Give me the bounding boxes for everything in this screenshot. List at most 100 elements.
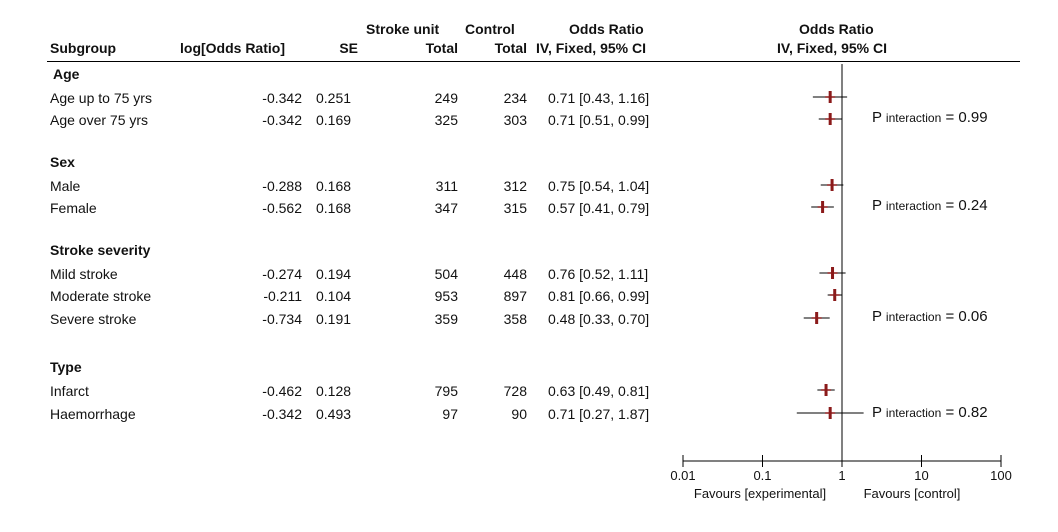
row-control-total: 312 bbox=[503, 178, 527, 194]
row-se: 0.128 bbox=[316, 383, 352, 399]
row-control-total: 728 bbox=[503, 383, 527, 399]
header-subgroup: Subgroup bbox=[50, 40, 117, 56]
point-estimate-bar bbox=[825, 118, 836, 120]
p-label: P bbox=[872, 197, 882, 214]
row-stroke-unit-total: 249 bbox=[434, 90, 458, 106]
p-label: P bbox=[872, 308, 882, 325]
row-control-total: 234 bbox=[503, 90, 527, 106]
x-label-right: Favours [control] bbox=[864, 486, 961, 501]
row-label: Mild stroke bbox=[50, 266, 118, 282]
row-se: 0.251 bbox=[316, 90, 352, 106]
header-log-or: log[Odds Ratio] bbox=[180, 40, 285, 56]
p-sub: interaction bbox=[885, 406, 942, 420]
x-label-left: Favours [experimental] bbox=[694, 486, 826, 501]
row-ci-text: 0.71 [0.51, 0.99] bbox=[548, 112, 650, 128]
row-log-or: -0.562 bbox=[262, 200, 302, 216]
group-label-sex: Sex bbox=[50, 154, 75, 170]
point-estimate-bar bbox=[827, 184, 838, 186]
p-interaction-sex: P interaction = 0.24 bbox=[872, 198, 988, 213]
row-stroke-unit-total: 325 bbox=[434, 112, 458, 128]
point-estimate-bar bbox=[811, 317, 822, 319]
row-label: Haemorrhage bbox=[50, 406, 136, 422]
row-log-or: -0.274 bbox=[262, 266, 302, 282]
row-se: 0.168 bbox=[316, 178, 352, 194]
point-estimate-bar bbox=[825, 412, 836, 414]
header-plot-odds-ratio: Odds Ratio bbox=[799, 21, 874, 37]
header-or-method: IV, Fixed, 95% CI bbox=[536, 40, 646, 56]
row-stroke-unit-total: 359 bbox=[434, 311, 458, 327]
x-tick-label: 100 bbox=[990, 468, 1012, 483]
row-label: Age over 75 yrs bbox=[50, 112, 149, 128]
row-log-or: -0.211 bbox=[263, 288, 302, 304]
row-se: 0.168 bbox=[316, 200, 352, 216]
header-control: Control bbox=[465, 21, 515, 37]
p-sub: interaction bbox=[885, 111, 942, 125]
header-stroke-unit: Stroke unit bbox=[366, 21, 440, 37]
p-value: = 0.06 bbox=[941, 308, 988, 325]
x-tick-label: 0.1 bbox=[753, 468, 771, 483]
row-ci-text: 0.71 [0.43, 1.16] bbox=[548, 90, 650, 106]
header-plot-method: IV, Fixed, 95% CI bbox=[777, 40, 887, 56]
row-label: Severe stroke bbox=[50, 311, 137, 327]
p-sub: interaction bbox=[885, 310, 942, 324]
point-estimate-bar bbox=[827, 272, 838, 274]
row-se: 0.169 bbox=[316, 112, 352, 128]
row-se: 0.194 bbox=[316, 266, 352, 282]
row-se: 0.191 bbox=[316, 311, 352, 327]
row-control-total: 448 bbox=[503, 266, 527, 282]
row-log-or: -0.462 bbox=[262, 383, 302, 399]
row-stroke-unit-total: 504 bbox=[434, 266, 458, 282]
group-label-stroke-severity: Stroke severity bbox=[50, 242, 151, 258]
row-se: 0.104 bbox=[316, 288, 352, 304]
row-control-total: 315 bbox=[503, 200, 527, 216]
row-log-or: -0.342 bbox=[262, 406, 302, 422]
header-control-total: Total bbox=[494, 40, 527, 56]
row-ci-text: 0.76 [0.52, 1.11] bbox=[548, 266, 649, 282]
header-odds-ratio: Odds Ratio bbox=[569, 21, 644, 37]
p-interaction-type: P interaction = 0.82 bbox=[872, 405, 988, 420]
row-label: Infarct bbox=[50, 383, 89, 399]
row-ci-text: 0.63 [0.49, 0.81] bbox=[548, 383, 650, 399]
row-label: Female bbox=[50, 200, 97, 216]
row-log-or: -0.734 bbox=[262, 311, 302, 327]
row-stroke-unit-total: 347 bbox=[434, 200, 458, 216]
point-estimate-bar bbox=[821, 389, 832, 391]
p-label: P bbox=[872, 109, 882, 126]
p-label: P bbox=[872, 404, 882, 421]
row-control-total: 90 bbox=[511, 406, 527, 422]
row-stroke-unit-total: 953 bbox=[434, 288, 458, 304]
x-tick-label: 0.01 bbox=[670, 468, 695, 483]
p-value: = 0.82 bbox=[941, 404, 988, 421]
row-log-or: -0.288 bbox=[262, 178, 302, 194]
row-ci-text: 0.81 [0.66, 0.99] bbox=[548, 288, 650, 304]
header-rule bbox=[47, 61, 1020, 62]
row-ci-text: 0.48 [0.33, 0.70] bbox=[548, 311, 650, 327]
p-sub: interaction bbox=[885, 199, 942, 213]
row-log-or: -0.342 bbox=[262, 90, 302, 106]
row-stroke-unit-total: 97 bbox=[442, 406, 458, 422]
x-tick-label: 10 bbox=[914, 468, 928, 483]
row-log-or: -0.342 bbox=[262, 112, 302, 128]
row-se: 0.493 bbox=[316, 406, 352, 422]
row-ci-text: 0.71 [0.27, 1.87] bbox=[548, 406, 650, 422]
header-se: SE bbox=[339, 40, 358, 56]
p-value: = 0.99 bbox=[941, 109, 988, 126]
group-label-age: Age bbox=[53, 66, 80, 82]
row-control-total: 358 bbox=[503, 311, 527, 327]
group-label-type: Type bbox=[50, 359, 82, 375]
point-estimate-bar bbox=[825, 96, 836, 98]
p-interaction-age: P interaction = 0.99 bbox=[872, 110, 988, 125]
row-ci-text: 0.75 [0.54, 1.04] bbox=[548, 178, 650, 194]
row-control-total: 303 bbox=[503, 112, 527, 128]
row-stroke-unit-total: 795 bbox=[434, 383, 458, 399]
row-label: Male bbox=[50, 178, 81, 194]
row-stroke-unit-total: 311 bbox=[435, 178, 458, 194]
row-label: Moderate stroke bbox=[50, 288, 152, 304]
p-interaction-stroke-severity: P interaction = 0.06 bbox=[872, 309, 988, 324]
p-value: = 0.24 bbox=[941, 197, 988, 214]
header-stroke-unit-total: Total bbox=[425, 40, 458, 56]
x-tick-label: 1 bbox=[838, 468, 845, 483]
row-control-total: 897 bbox=[503, 288, 527, 304]
row-label: Age up to 75 yrs bbox=[50, 90, 152, 106]
